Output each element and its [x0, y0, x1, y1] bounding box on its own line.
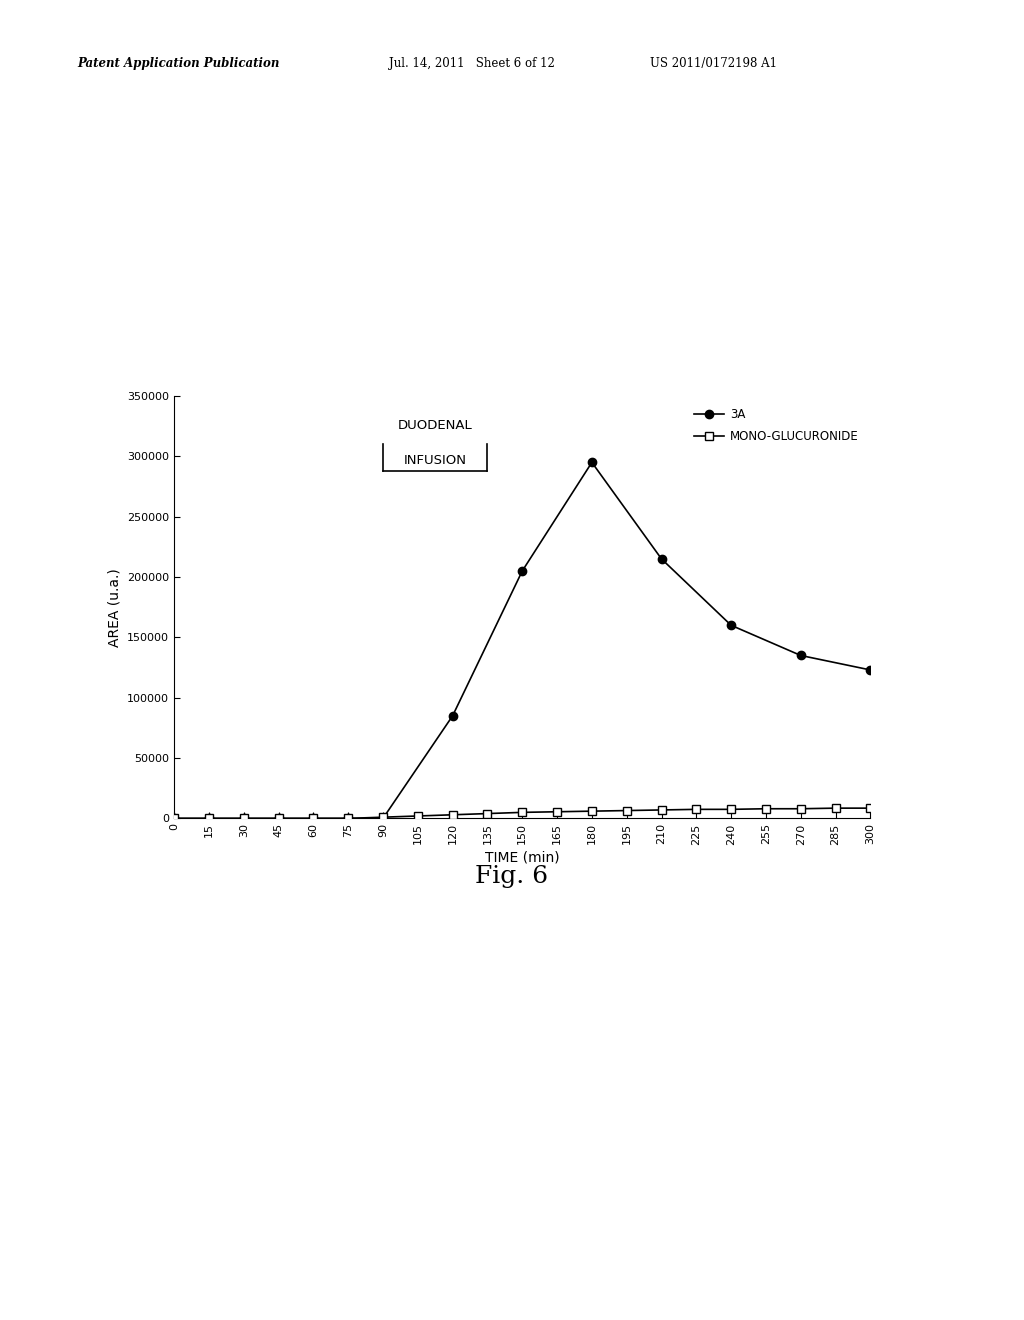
MONO-GLUCURONIDE	[725, 801, 737, 817]
MONO-GLUCURONIDE	[690, 801, 702, 817]
MONO-GLUCURONIDE	[377, 809, 389, 825]
MONO-GLUCURONIDE	[238, 810, 250, 826]
3A	[725, 618, 737, 634]
MONO-GLUCURONIDE	[272, 810, 285, 826]
3A	[586, 454, 598, 470]
Line: 3A: 3A	[170, 458, 874, 822]
Text: DUODENAL: DUODENAL	[398, 420, 472, 432]
MONO-GLUCURONIDE	[760, 801, 772, 817]
MONO-GLUCURONIDE	[655, 803, 668, 818]
3A	[655, 550, 668, 566]
MONO-GLUCURONIDE	[516, 804, 528, 820]
Text: Jul. 14, 2011   Sheet 6 of 12: Jul. 14, 2011 Sheet 6 of 12	[389, 57, 555, 70]
MONO-GLUCURONIDE	[168, 810, 180, 826]
MONO-GLUCURONIDE	[551, 804, 563, 820]
MONO-GLUCURONIDE	[446, 807, 459, 822]
3A	[516, 564, 528, 579]
3A	[377, 810, 389, 826]
MONO-GLUCURONIDE	[203, 810, 215, 826]
3A	[272, 810, 285, 826]
Line: MONO-GLUCURONIDE: MONO-GLUCURONIDE	[170, 804, 874, 822]
MONO-GLUCURONIDE	[586, 804, 598, 820]
MONO-GLUCURONIDE	[795, 801, 807, 817]
Text: US 2011/0172198 A1: US 2011/0172198 A1	[650, 57, 777, 70]
3A	[795, 648, 807, 664]
X-axis label: TIME (min): TIME (min)	[485, 850, 559, 865]
MONO-GLUCURONIDE	[481, 805, 494, 821]
Text: INFUSION: INFUSION	[403, 454, 467, 467]
3A	[238, 810, 250, 826]
3A	[203, 810, 215, 826]
3A	[864, 663, 877, 678]
3A	[307, 810, 319, 826]
MONO-GLUCURONIDE	[307, 810, 319, 826]
MONO-GLUCURONIDE	[864, 800, 877, 816]
3A	[168, 810, 180, 826]
3A	[446, 708, 459, 723]
MONO-GLUCURONIDE	[621, 803, 633, 818]
Text: Patent Application Publication: Patent Application Publication	[77, 57, 280, 70]
Text: Fig. 6: Fig. 6	[475, 865, 549, 887]
MONO-GLUCURONIDE	[412, 808, 424, 824]
MONO-GLUCURONIDE	[342, 810, 354, 826]
Y-axis label: AREA (u.a.): AREA (u.a.)	[108, 568, 122, 647]
Legend: 3A, MONO-GLUCURONIDE: 3A, MONO-GLUCURONIDE	[688, 401, 864, 449]
3A	[342, 810, 354, 826]
MONO-GLUCURONIDE	[829, 800, 842, 816]
